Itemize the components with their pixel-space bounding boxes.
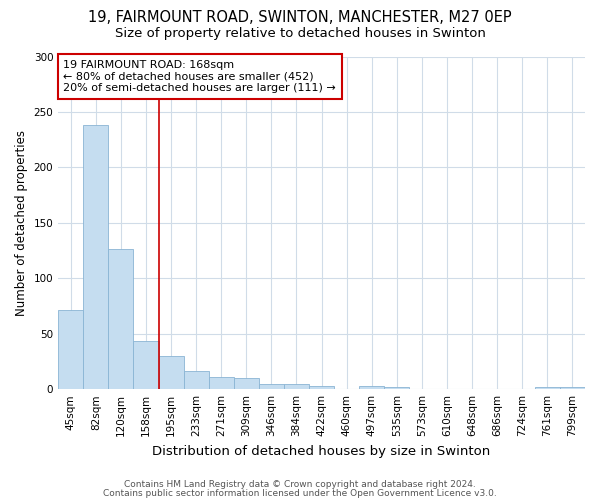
X-axis label: Distribution of detached houses by size in Swinton: Distribution of detached houses by size … [152,444,491,458]
Text: 19, FAIRMOUNT ROAD, SWINTON, MANCHESTER, M27 0EP: 19, FAIRMOUNT ROAD, SWINTON, MANCHESTER,… [88,10,512,25]
Bar [234,378,259,389]
Bar [535,387,560,389]
Bar [259,384,284,389]
Text: 19 FAIRMOUNT ROAD: 168sqm
← 80% of detached houses are smaller (452)
20% of semi: 19 FAIRMOUNT ROAD: 168sqm ← 80% of detac… [64,60,336,93]
Bar [58,310,83,389]
Bar [83,126,109,389]
Bar [359,386,385,389]
Text: Contains public sector information licensed under the Open Government Licence v3: Contains public sector information licen… [103,488,497,498]
Bar [133,342,158,389]
Text: Contains HM Land Registry data © Crown copyright and database right 2024.: Contains HM Land Registry data © Crown c… [124,480,476,489]
Bar [158,356,184,389]
Bar [109,250,133,389]
Bar [284,384,309,389]
Bar [209,377,234,389]
Bar [309,386,334,389]
Y-axis label: Number of detached properties: Number of detached properties [15,130,28,316]
Bar [560,387,585,389]
Bar [385,387,409,389]
Bar [184,372,209,389]
Text: Size of property relative to detached houses in Swinton: Size of property relative to detached ho… [115,28,485,40]
